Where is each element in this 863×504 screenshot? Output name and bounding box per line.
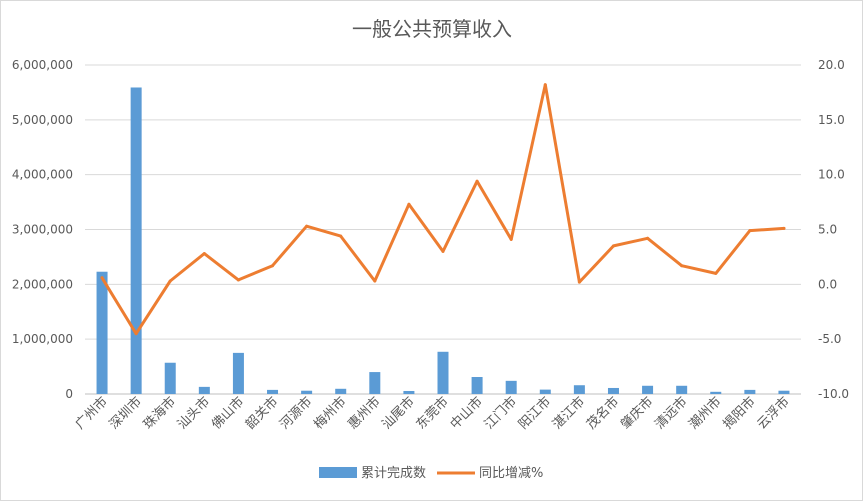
x-tick-label: 珠海市 — [140, 394, 179, 433]
x-tick-label: 潮州市 — [686, 394, 725, 433]
line-point — [134, 332, 138, 336]
x-tick-label: 深圳市 — [106, 394, 145, 433]
line-point — [271, 264, 275, 268]
x-tick-label: 东莞市 — [413, 394, 452, 433]
bar — [437, 351, 449, 394]
bar — [130, 87, 142, 395]
line-point — [305, 224, 309, 228]
legend-label-bar: 累计完成数 — [361, 466, 426, 481]
bar — [471, 377, 483, 394]
line-point — [680, 264, 684, 268]
legend-label-line: 同比增减% — [479, 466, 543, 481]
right-tick-label: 5.0 — [818, 223, 837, 237]
line-series — [100, 83, 786, 336]
x-tick-label: 江门市 — [481, 394, 520, 433]
legend-swatch-bar — [319, 467, 357, 478]
bar — [676, 385, 688, 394]
line-point — [339, 234, 343, 238]
line-point — [202, 252, 206, 256]
left-axis: 0 1,000,000 2,000,000 3,000,000 4,000,000 5,0… — [12, 58, 73, 401]
bar — [539, 389, 551, 394]
bar — [335, 388, 347, 394]
x-tick-label: 揭阳市 — [720, 394, 759, 433]
x-axis: 广州市深圳市珠海市汕头市佛山市韶关市河源市梅州市惠州市汕尾市东莞市中山市江门市阳… — [72, 394, 793, 433]
bar — [642, 385, 654, 394]
bar — [198, 386, 210, 394]
x-tick-label: 湛江市 — [549, 394, 588, 433]
bar — [573, 385, 585, 394]
x-tick-label: 中山市 — [447, 394, 486, 433]
line-point — [407, 202, 411, 206]
x-tick-label: 茂名市 — [583, 394, 622, 433]
x-tick-label: 阳江市 — [515, 394, 554, 433]
line-point — [475, 179, 479, 183]
left-tick-label: 2,000,000 — [12, 277, 73, 291]
line-point — [168, 279, 172, 283]
bar — [96, 271, 108, 394]
line-point — [646, 236, 650, 240]
right-tick-label: 20.0 — [818, 58, 845, 72]
line-path — [100, 83, 786, 336]
left-tick-label: 4,000,000 — [12, 168, 73, 182]
left-tick-label: 0 — [65, 387, 73, 401]
gridlines — [85, 64, 801, 395]
x-tick-label: 佛山市 — [208, 394, 247, 433]
right-tick-label: 10.0 — [818, 168, 845, 182]
bar — [778, 390, 790, 394]
right-tick-label: 15.0 — [818, 113, 845, 127]
bar — [164, 362, 176, 394]
line-point — [782, 226, 786, 230]
x-tick-label: 云浮市 — [754, 394, 793, 433]
x-tick-label: 河源市 — [277, 394, 316, 433]
chart-title: 一般公共预算收入 — [352, 17, 512, 41]
left-tick-label: 5,000,000 — [12, 113, 73, 127]
line-point — [441, 249, 445, 253]
left-tick-label: 6,000,000 — [12, 58, 73, 72]
x-tick-label: 惠州市 — [345, 394, 384, 433]
legend: 累计完成数 同比增减% — [319, 466, 543, 481]
bar — [710, 391, 722, 394]
x-tick-label: 肇庆市 — [617, 394, 656, 433]
line-point — [714, 271, 718, 275]
right-axis: -10.0 -5.0 0.0 5.0 10.0 15.0 20.0 — [818, 58, 849, 401]
bar — [403, 390, 415, 394]
bar — [369, 372, 381, 394]
x-tick-label: 汕头市 — [174, 394, 213, 433]
line-point — [611, 244, 615, 248]
left-tick-label: 3,000,000 — [12, 223, 73, 237]
bar — [232, 352, 244, 394]
x-tick-label: 汕尾市 — [379, 394, 418, 433]
line-point — [748, 229, 752, 233]
line-point — [236, 278, 240, 282]
right-tick-label: -10.0 — [818, 387, 849, 401]
line-point — [373, 279, 377, 283]
bar — [301, 390, 313, 394]
line-point — [577, 280, 581, 284]
x-tick-label: 梅州市 — [311, 394, 350, 433]
bar-series — [96, 87, 790, 395]
line-point — [100, 276, 104, 280]
right-tick-label: 0.0 — [818, 277, 837, 291]
line-point — [509, 237, 513, 241]
x-tick-label: 韶关市 — [242, 394, 281, 433]
bar — [505, 380, 517, 394]
bar — [267, 389, 279, 394]
right-tick-label: -5.0 — [818, 332, 841, 346]
x-tick-label: 广州市 — [72, 394, 111, 433]
left-tick-label: 1,000,000 — [12, 332, 73, 346]
x-tick-label: 清远市 — [652, 394, 691, 433]
bar — [744, 389, 756, 394]
bar — [607, 387, 619, 394]
line-point — [543, 83, 547, 87]
